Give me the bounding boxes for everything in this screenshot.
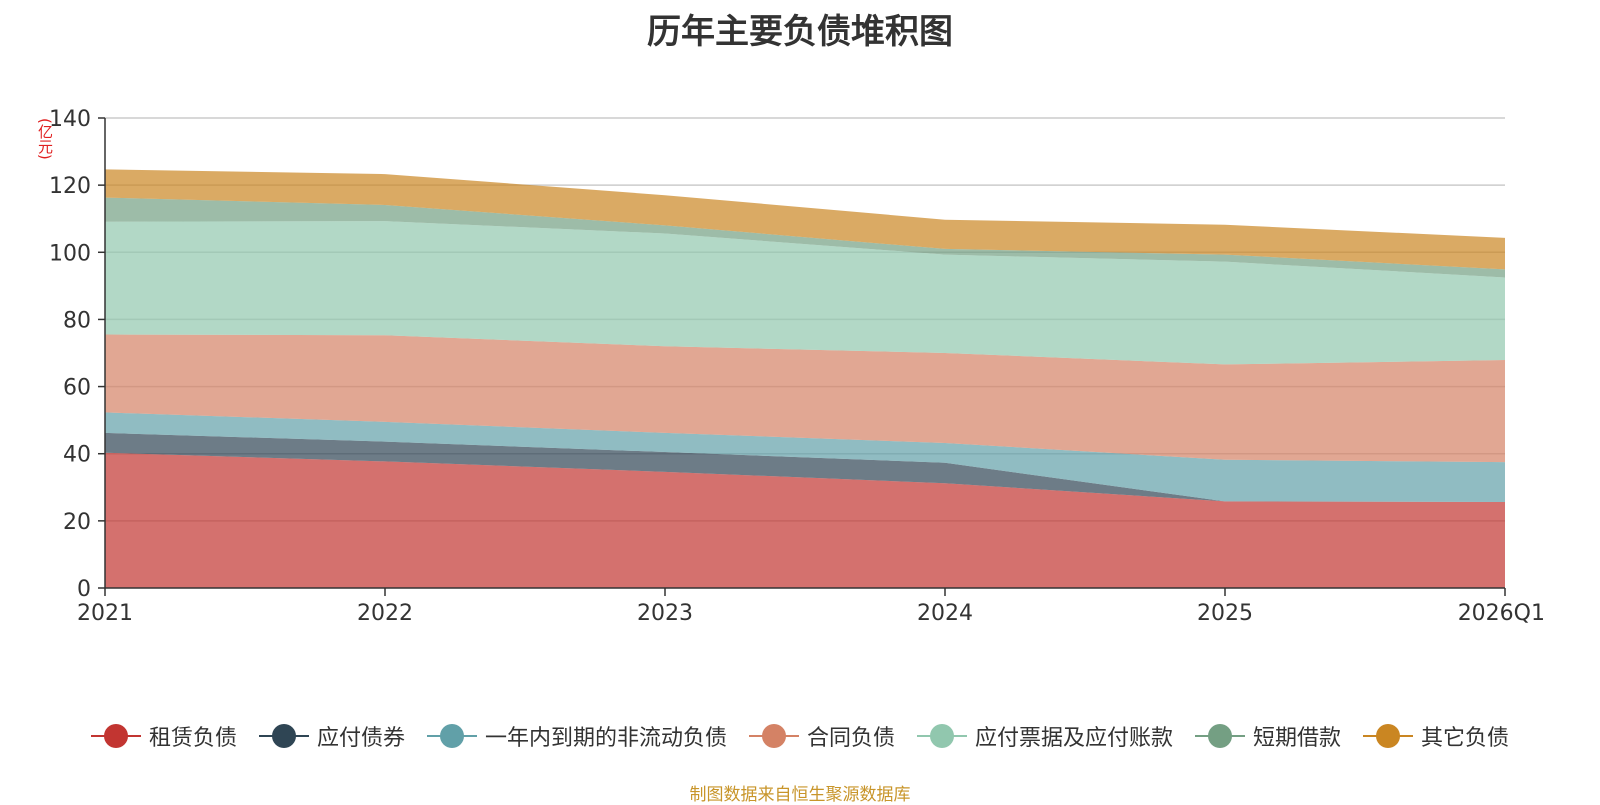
legend-item-1[interactable]: 应付债券 (258, 720, 405, 752)
y-tick-label-120: 120 (49, 174, 91, 199)
area-series-4 (105, 221, 1505, 365)
x-tick-label-2: 2023 (637, 601, 693, 626)
y-tick-label-20: 20 (63, 510, 91, 535)
legend-label: 租赁负债 (148, 726, 237, 751)
x-tick-label-4: 2025 (1197, 601, 1253, 626)
legend-marker-icon (426, 724, 477, 748)
area-series-1 (105, 432, 1505, 503)
y-tick-label-100: 100 (49, 241, 91, 266)
x-tick-label-3: 2024 (917, 601, 973, 626)
legend-item-5[interactable]: 短期借款 (1195, 720, 1341, 752)
legend-item-3[interactable]: 合同负债 (748, 720, 895, 752)
legend-item-0[interactable]: 租赁负债 (90, 720, 237, 752)
legend-marker-icon (258, 724, 309, 748)
legend-label: 其它负债 (1421, 726, 1510, 751)
legend-marker-icon (90, 724, 141, 748)
legend-marker-icon (1363, 724, 1414, 748)
y-tick-label-0: 0 (77, 577, 91, 602)
legend-marker-icon (748, 724, 799, 748)
x-tick-label-0: 2021 (77, 601, 133, 626)
area-series-2 (105, 412, 1505, 503)
y-axis-unit-label: (亿元) (36, 118, 54, 160)
chart-title: 历年主要负债堆积图 (647, 12, 953, 52)
x-tick-label-1: 2022 (357, 601, 413, 626)
axis-layer: 0 20 40 60 80 100 120 140 2021 2022 2023 2024 2025 20… (49, 107, 1545, 626)
legend-item-4[interactable]: 应付票据及应付账款 (917, 720, 1173, 752)
y-tick-label-60: 60 (63, 376, 91, 401)
x-tick-label-5: 2026Q1 (1458, 601, 1545, 626)
area-series-6 (105, 169, 1505, 270)
legend-label: 合同负债 (806, 726, 895, 751)
legend-label: 应付票据及应付账款 (975, 726, 1174, 751)
legend-label: 短期借款 (1253, 726, 1342, 751)
legend-marker-icon (917, 724, 967, 748)
area-series-3 (105, 334, 1505, 463)
y-tick-label-80: 80 (63, 308, 91, 333)
area-series-5 (105, 197, 1505, 278)
area-series-0 (105, 452, 1505, 588)
legend-label: 一年内到期的非流动负债 (484, 726, 727, 751)
source-note: 制图数据来自恒生聚源数据库 (689, 785, 911, 805)
y-tick-label-40: 40 (63, 443, 91, 468)
legend-label: 应付债券 (316, 726, 405, 751)
legend-item-6[interactable]: 其它负债 (1363, 720, 1509, 752)
legend-item-2[interactable]: 一年内到期的非流动负债 (426, 720, 727, 752)
legend: 租赁负债 应付债券 一年内到期的非流动负债 合同负债 应付票据及应付账款 短期借款 其它负债 (0, 718, 1600, 754)
y-tick-label-140: 140 (49, 107, 91, 132)
legend-marker-icon (1195, 724, 1246, 748)
area-layer (105, 169, 1505, 588)
